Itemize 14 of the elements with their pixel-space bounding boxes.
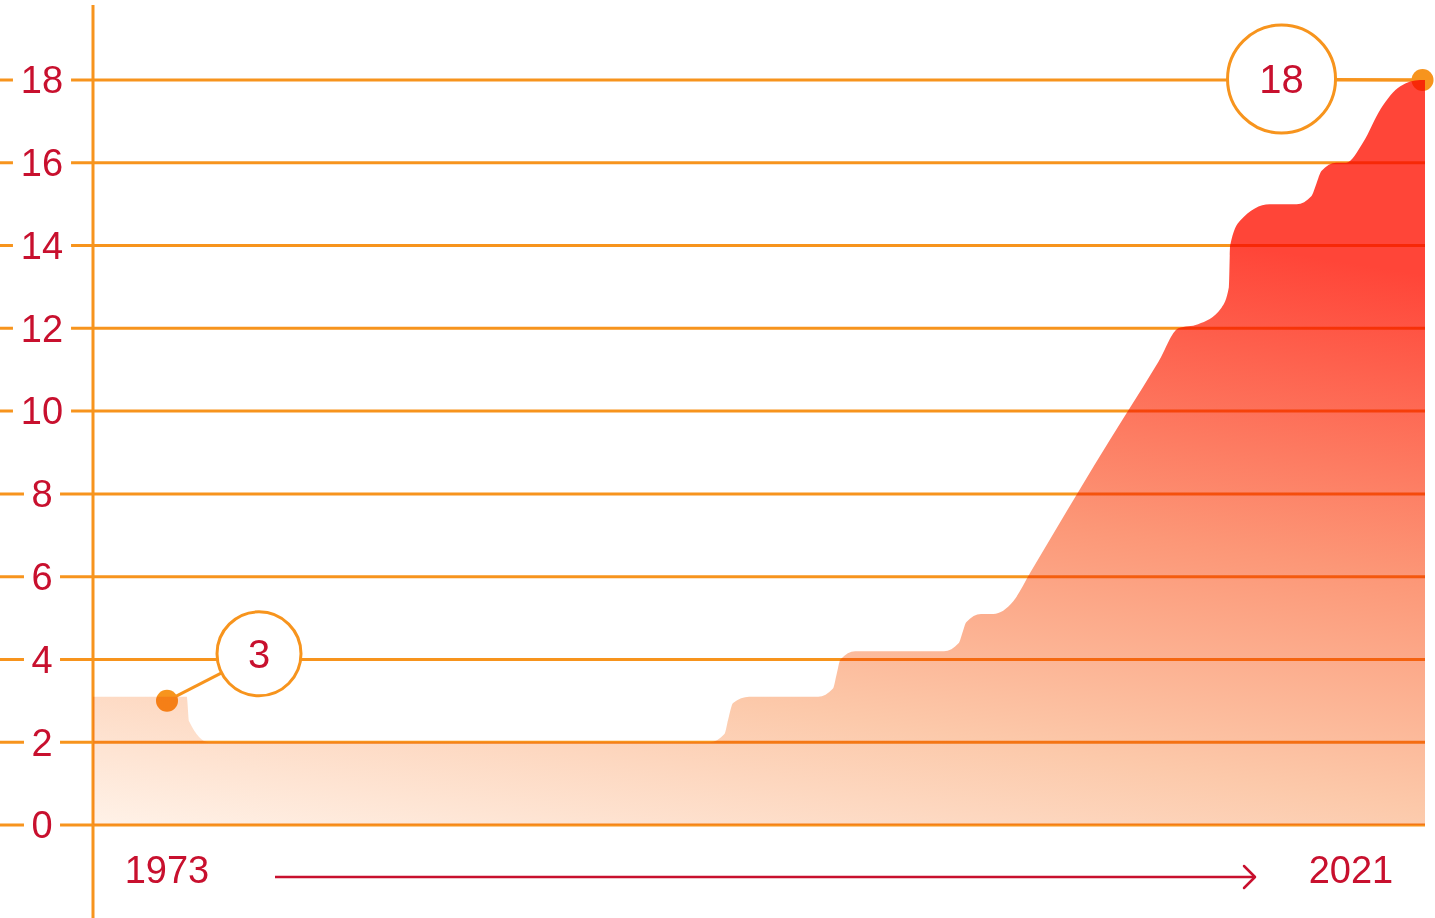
- y-tick-label: 8: [31, 473, 53, 516]
- y-tick-label: 6: [31, 555, 53, 598]
- y-tick-label: 10: [20, 390, 64, 433]
- annotation: 3: [247, 631, 271, 676]
- y-tick-label: 12: [20, 307, 64, 350]
- annotation: 18: [1259, 57, 1304, 101]
- x-tick-label: 2021: [1308, 849, 1394, 892]
- y-tick-label: 18: [20, 59, 64, 102]
- y-tick-label: 14: [20, 224, 64, 267]
- y-tick-label: 16: [20, 142, 64, 185]
- y-tick-label: 4: [31, 638, 53, 681]
- y-tick-label: 0: [31, 804, 53, 847]
- y-tick-label: 2: [31, 721, 53, 764]
- x-tick-label: 1973: [124, 849, 210, 892]
